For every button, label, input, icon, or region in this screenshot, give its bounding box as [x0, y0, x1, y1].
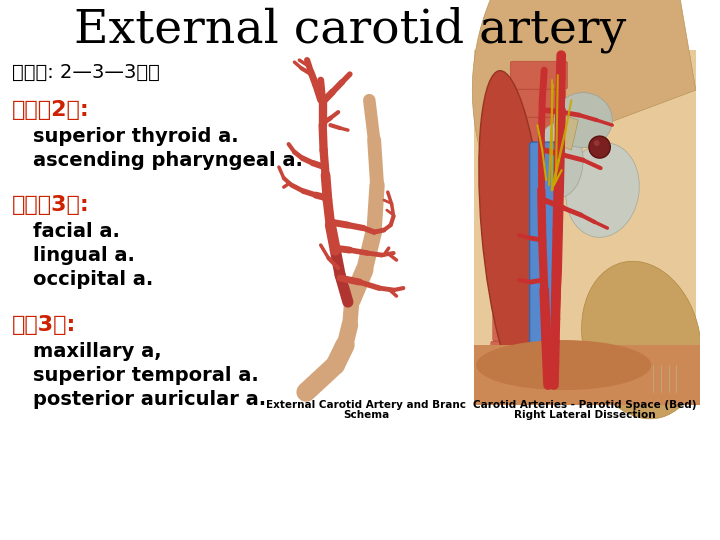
- Text: External carotid artery: External carotid artery: [73, 7, 626, 53]
- Text: Right Lateral Dissection: Right Lateral Dissection: [514, 410, 656, 420]
- FancyBboxPatch shape: [530, 142, 557, 388]
- FancyBboxPatch shape: [491, 341, 548, 369]
- FancyBboxPatch shape: [497, 257, 554, 285]
- Text: 舌骨處3支:: 舌骨處3支:: [12, 195, 89, 215]
- Circle shape: [589, 136, 611, 158]
- Ellipse shape: [582, 261, 701, 419]
- Text: maxillary a,: maxillary a,: [33, 342, 162, 361]
- Wedge shape: [472, 0, 696, 169]
- FancyBboxPatch shape: [510, 61, 567, 89]
- Ellipse shape: [554, 93, 612, 147]
- FancyBboxPatch shape: [495, 285, 552, 313]
- FancyBboxPatch shape: [489, 369, 546, 397]
- FancyBboxPatch shape: [508, 89, 566, 117]
- FancyBboxPatch shape: [505, 145, 562, 173]
- Text: lingual a.: lingual a.: [33, 246, 135, 265]
- FancyBboxPatch shape: [503, 173, 559, 201]
- Polygon shape: [559, 115, 578, 150]
- Circle shape: [594, 140, 600, 146]
- Bar: [264, 50, 469, 405]
- Text: superior thyroid a.: superior thyroid a.: [33, 126, 238, 146]
- Text: External Carotid Artery and Branc: External Carotid Artery and Branc: [266, 400, 467, 410]
- Text: 分叉處2支:: 分叉處2支:: [12, 100, 89, 120]
- Text: 記憶法: 2—3—3法則: 記憶法: 2—3—3法則: [12, 63, 160, 82]
- Bar: [474, 345, 708, 405]
- Ellipse shape: [479, 71, 547, 389]
- Text: facial a.: facial a.: [33, 221, 120, 241]
- Ellipse shape: [566, 143, 639, 237]
- Ellipse shape: [534, 123, 583, 198]
- Text: Schema: Schema: [343, 410, 390, 420]
- FancyBboxPatch shape: [492, 313, 550, 341]
- FancyBboxPatch shape: [474, 50, 696, 405]
- Text: superior temporal a.: superior temporal a.: [33, 366, 258, 384]
- Text: posterior auricular a.: posterior auricular a.: [33, 389, 266, 409]
- Text: occipital a.: occipital a.: [33, 269, 153, 288]
- FancyBboxPatch shape: [498, 229, 556, 257]
- Text: 終朩3支:: 終朩3支:: [12, 315, 76, 335]
- Bar: [651, 364, 685, 392]
- Bar: [474, 50, 696, 405]
- Bar: [264, 50, 469, 405]
- Ellipse shape: [476, 340, 651, 390]
- Text: Carotid Arteries - Parotid Space (Bed): Carotid Arteries - Parotid Space (Bed): [473, 400, 697, 410]
- Text: ascending pharyngeal a.: ascending pharyngeal a.: [33, 151, 303, 170]
- Bar: [474, 50, 696, 405]
- FancyBboxPatch shape: [506, 117, 564, 145]
- FancyBboxPatch shape: [500, 201, 558, 229]
